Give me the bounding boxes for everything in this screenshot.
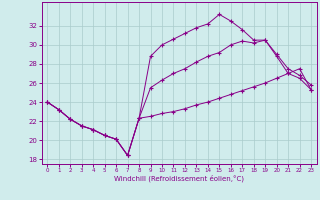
X-axis label: Windchill (Refroidissement éolien,°C): Windchill (Refroidissement éolien,°C) [114, 175, 244, 182]
